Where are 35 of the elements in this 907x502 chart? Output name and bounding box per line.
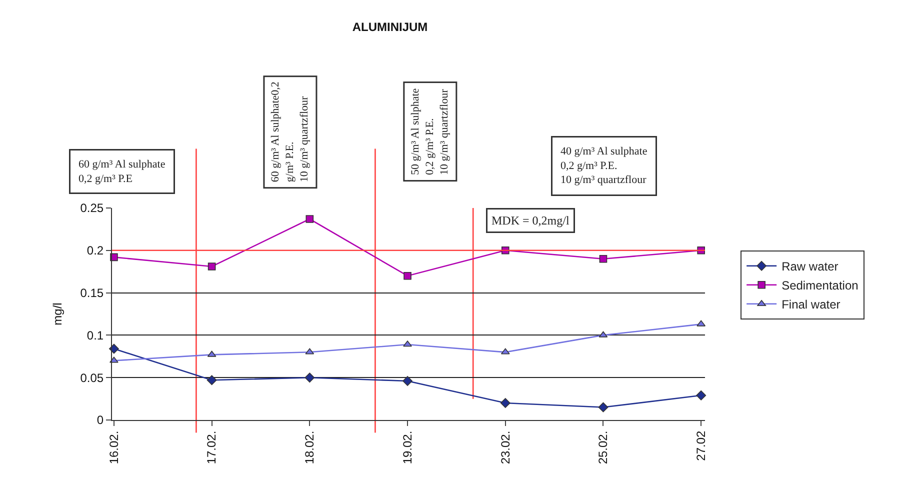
- x-tick-label: 27.02: [694, 430, 708, 461]
- point: [598, 402, 608, 412]
- x-tick-label: 16.02.: [106, 430, 121, 464]
- text: 60 g/m³ Al sulphate0,2 g/m³ P.E. 10 g/m³ quartzflour: [270, 82, 310, 182]
- legend-label: Final water: [782, 298, 840, 312]
- y-tick-label: 0.05: [80, 370, 104, 385]
- point: [306, 215, 314, 223]
- legend-label: Raw water: [782, 260, 838, 274]
- point: [110, 356, 118, 363]
- x-tick-label: 18.02.: [302, 430, 317, 464]
- chart-title: ALUMINIJUM: [352, 20, 428, 34]
- legend-label: Sedimentation: [782, 278, 858, 293]
- ref-line-label: MDK = 0,2mg/l: [492, 214, 570, 228]
- y-axis-title: mg/l: [50, 302, 65, 326]
- point: [402, 376, 412, 386]
- text: 50 g/m³ Al sulphate 0,2 g/m³ P.E. 10 g/m³ quartzflour: [410, 88, 450, 176]
- x-tick-label: 25.02.: [596, 430, 610, 464]
- y-tick-label: 0.15: [80, 286, 104, 300]
- y-tick-label: 0.1: [86, 328, 104, 342]
- point: [500, 398, 510, 408]
- point: [696, 390, 706, 400]
- y-tick-label: 0: [96, 413, 104, 428]
- point: [404, 272, 412, 280]
- x-tick-label: 17.02.: [204, 430, 219, 464]
- x-tick-label: 23.02.: [498, 430, 512, 464]
- y-tick-label: 0.25: [80, 201, 104, 216]
- point: [403, 340, 412, 347]
- point: [304, 372, 315, 383]
- x-tick-label: 19.02.: [400, 430, 414, 464]
- text: 60 g/m³ Al sulphate 0,2 g/m³ P.E: [78, 158, 166, 185]
- text: 40 g/m³ Al sulphate 0,2 g/m³ P.E. 10 g/m³ quartzflour: [560, 146, 648, 186]
- point: [208, 262, 216, 270]
- y-tick-label: 0.2: [86, 244, 104, 258]
- point: [599, 254, 608, 263]
- point: [206, 375, 217, 386]
